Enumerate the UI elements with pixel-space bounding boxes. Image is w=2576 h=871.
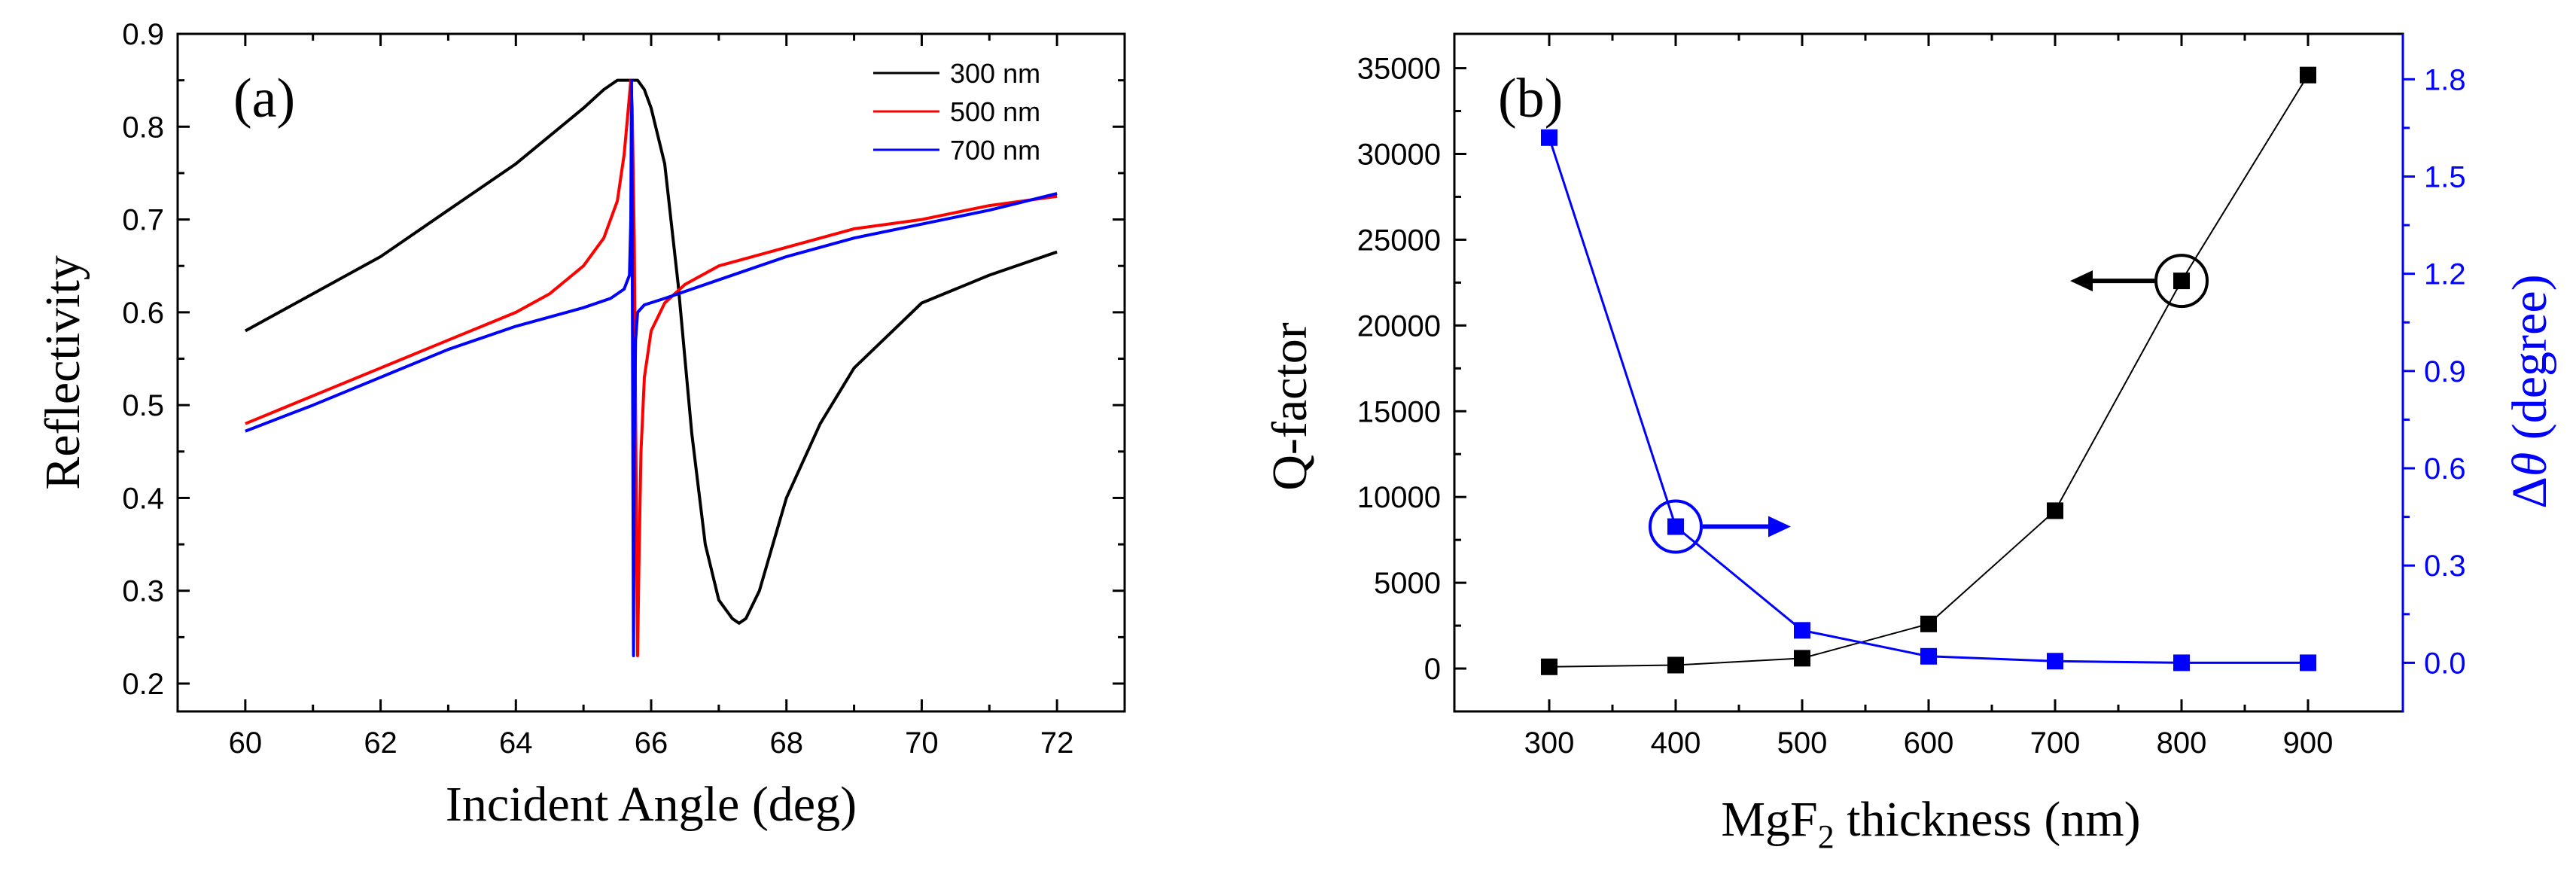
series-line-300-nm xyxy=(244,78,1058,625)
delta-theta-point xyxy=(1920,647,1937,665)
delta-theta-point xyxy=(2300,654,2316,672)
panel-b-left-ytick-labels: 0 5000 10000 15000 20000 25000 30000 35000 xyxy=(1357,53,1441,686)
panel-b-annotations xyxy=(1649,254,2209,554)
panel-b-xlabel-rest: thickness (nm) xyxy=(1835,792,2141,847)
a-xtick-label: 62 xyxy=(364,726,397,760)
b-right-ytick-label: 0.0 xyxy=(2424,647,2466,680)
panel-a: 60 62 64 66 68 70 72 0.20.30.40.50.60.70.80.9 … xyxy=(35,18,1126,832)
b-left-ytick-label: 35000 xyxy=(1357,53,1441,86)
b-right-ytick-label: 0.3 xyxy=(2424,550,2466,583)
b-left-ytick-label: 20000 xyxy=(1357,309,1441,343)
panel-b: 300 400 500 600 700 800 900 0 5000 10000 15000 200… xyxy=(1262,32,2557,855)
b-xtick-label: 600 xyxy=(1904,726,1954,760)
series-line-500-nm xyxy=(245,78,1058,657)
delta-theta-point xyxy=(2173,654,2190,672)
b-right-ytick-label: 0.6 xyxy=(2424,452,2466,486)
a-ytick-label: 0.7 xyxy=(122,204,164,237)
b-xtick-label: 300 xyxy=(1524,726,1575,760)
legend-label-300: 300 nm xyxy=(950,58,1040,89)
q-factor-point xyxy=(2047,502,2063,519)
a-xtick-label: 64 xyxy=(499,726,533,760)
q-factor-arrowhead xyxy=(2070,270,2093,292)
series-line-q-factor xyxy=(1548,75,2309,668)
panel-b-frame xyxy=(1453,32,2404,713)
a-xtick-label: 68 xyxy=(769,726,803,760)
q-factor-marker-circle xyxy=(2154,254,2209,309)
panel-a-label: (a) xyxy=(233,68,295,129)
b-xtick-label: 400 xyxy=(1651,726,1701,760)
b-xtick-label: 800 xyxy=(2157,726,2207,760)
panel-a-xlabel: Incident Angle (deg) xyxy=(446,777,857,832)
delta-theta-arrowhead xyxy=(1768,516,1791,538)
q-factor-point xyxy=(2173,273,2190,290)
b-right-ytick-label: 0.9 xyxy=(2424,355,2466,388)
panel-b-right-ylabel-delta: Δ xyxy=(2502,477,2557,508)
panel-b-left-ylabel: Q-factor xyxy=(1262,322,1317,491)
q-factor-point xyxy=(2300,66,2316,84)
panel-b-xlabel-sub: 2 xyxy=(1818,818,1835,855)
delta-theta-marker-circle xyxy=(1649,499,1703,554)
panel-b-right-ytick-labels: 0.0 0.3 0.6 0.9 1.2 1.5 1.8 xyxy=(2424,63,2466,680)
panel-a-ytick-labels: 0.2 0.3 0.4 0.5 0.6 0.7 0.8 0.9 xyxy=(122,18,164,701)
panel-b-right-ylabel: Δθ (degree) xyxy=(2502,274,2557,508)
a-ytick-label: 0.9 xyxy=(122,18,164,51)
a-xtick-label: 66 xyxy=(635,726,668,760)
b-xtick-label: 700 xyxy=(2030,726,2081,760)
panel-b-ticks xyxy=(1454,34,2415,711)
legend-label-500: 500 nm xyxy=(950,96,1040,127)
legend-label-700: 700 nm xyxy=(950,135,1040,166)
q-factor-point xyxy=(1920,615,1937,632)
a-ytick-label: 0.2 xyxy=(122,668,164,701)
a-xtick-label: 60 xyxy=(229,726,263,760)
panel-b-label: (b) xyxy=(1498,68,1563,129)
a-xtick-label: 72 xyxy=(1040,726,1074,760)
panel-b-xlabel: MgF2 thickness (nm) xyxy=(1721,792,2140,855)
a-xtick-label: 70 xyxy=(905,726,939,760)
panel-b-right-ylabel-rest: (degree) xyxy=(2502,274,2557,452)
panel-b-right-ylabel-theta: θ xyxy=(2502,452,2557,477)
a-ytick-label: 0.8 xyxy=(122,111,164,144)
b-left-ytick-label: 15000 xyxy=(1357,395,1441,428)
panel-b-xtick-labels: 300 400 500 600 700 800 900 xyxy=(1524,726,2334,760)
b-right-ytick-label: 1.8 xyxy=(2424,63,2466,96)
a-ytick-label: 0.3 xyxy=(122,575,164,608)
panel-a-series xyxy=(244,78,1058,657)
panel-a-ylabel: Reflectivity xyxy=(35,255,90,490)
delta-theta-point xyxy=(1667,518,1684,535)
b-left-ytick-label: 30000 xyxy=(1357,138,1441,171)
b-left-ytick-label: 10000 xyxy=(1357,481,1441,514)
delta-theta-point xyxy=(1541,129,1557,146)
panel-a-xtick-labels: 60 62 64 66 68 70 72 xyxy=(229,726,1074,760)
panel-b-series xyxy=(1541,66,2316,675)
q-factor-point xyxy=(1667,656,1684,674)
delta-theta-point xyxy=(2047,653,2063,670)
a-ytick-label: 0.4 xyxy=(122,482,164,515)
b-right-ytick-label: 1.2 xyxy=(2424,258,2466,291)
panel-a-legend: 300 nm 500 nm 700 nm xyxy=(873,58,1040,166)
b-left-ytick-label: 5000 xyxy=(1374,567,1441,600)
b-right-ytick-label: 1.5 xyxy=(2424,160,2466,193)
b-xtick-label: 500 xyxy=(1777,726,1828,760)
a-ytick-label: 0.6 xyxy=(122,297,164,330)
q-factor-point xyxy=(1541,658,1557,675)
panel-b-xlabel-main: MgF xyxy=(1721,792,1817,847)
b-left-ytick-label: 25000 xyxy=(1357,224,1441,257)
series-line-delta-theta xyxy=(1548,137,2308,664)
q-factor-point xyxy=(1794,650,1810,667)
a-ytick-label: 0.5 xyxy=(122,389,164,422)
b-xtick-label: 900 xyxy=(2283,726,2334,760)
delta-theta-point xyxy=(1794,622,1810,639)
series-line-700-nm xyxy=(245,78,1058,657)
panel-a-ticks xyxy=(178,32,1125,711)
b-left-ytick-label: 0 xyxy=(1424,653,1441,686)
